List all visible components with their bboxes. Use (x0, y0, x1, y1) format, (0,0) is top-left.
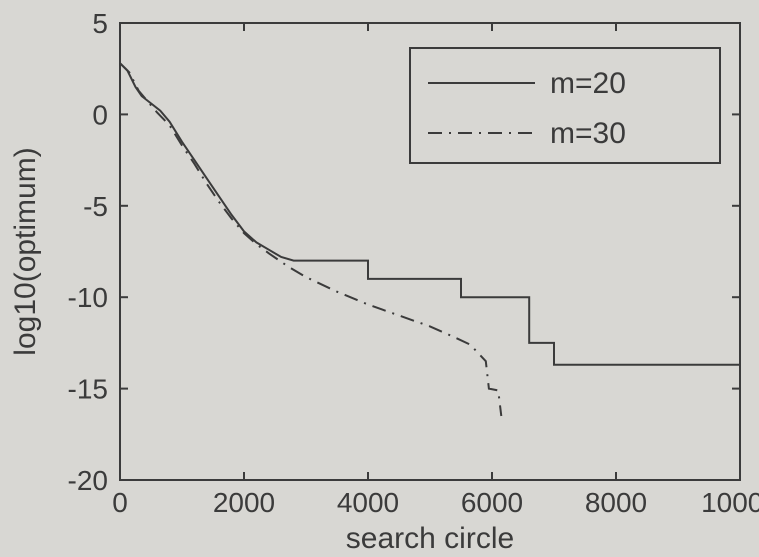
y-tick-label: 5 (92, 8, 108, 39)
x-tick-label: 6000 (461, 487, 523, 518)
x-tick-label: 0 (112, 487, 128, 518)
x-tick-label: 8000 (585, 487, 647, 518)
chart-container: 0 2000 4000 6000 8000 10000 -20 -15 -10 -5 0 5 searc… (0, 0, 759, 557)
chart-svg: 0 2000 4000 6000 8000 10000 -20 -15 -10 -5 0 5 searc… (0, 0, 759, 557)
x-tick-label: 10000 (701, 487, 759, 518)
legend-label: m=30 (550, 117, 626, 150)
x-tick-label: 4000 (337, 487, 399, 518)
legend-label: m=20 (550, 67, 626, 100)
y-tick-label: -15 (68, 374, 108, 405)
y-tick-label: -10 (68, 282, 108, 313)
y-axis-label: log10(optimum) (9, 147, 42, 355)
y-tick-label: -20 (68, 465, 108, 496)
x-tick-label: 2000 (213, 487, 275, 518)
y-tick-label: 0 (92, 99, 108, 130)
y-tick-label: -5 (83, 191, 108, 222)
x-axis-label: search circle (346, 522, 514, 555)
